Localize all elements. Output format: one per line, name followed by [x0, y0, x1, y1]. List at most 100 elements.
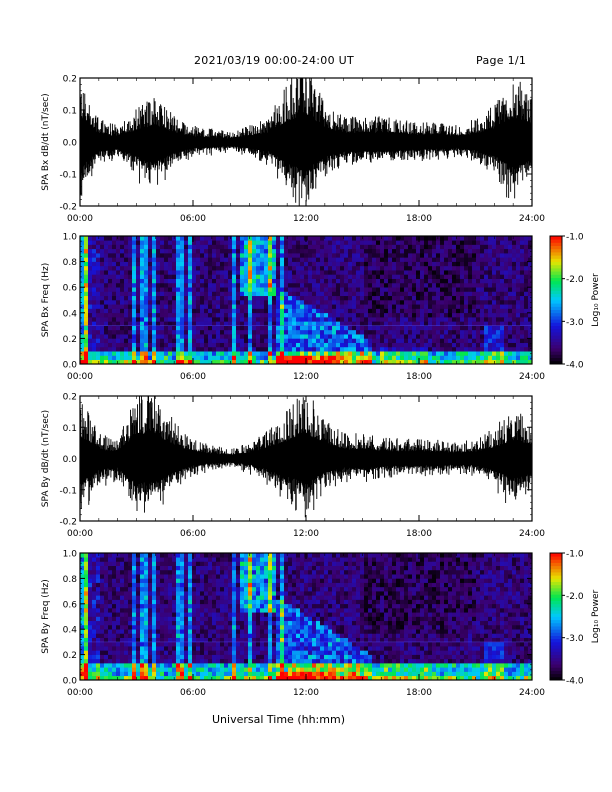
- heatmap-cell: [204, 620, 209, 626]
- heatmap-cell: [196, 561, 201, 566]
- heatmap-cell: [252, 342, 257, 348]
- heatmap-cell: [216, 355, 221, 361]
- heatmap-cell: [200, 654, 205, 660]
- heatmap-cell: [176, 637, 181, 643]
- heatmap-cell: [268, 244, 273, 250]
- heatmap-cell: [436, 240, 441, 245]
- heatmap-cell: [168, 624, 173, 630]
- heatmap-cell: [432, 355, 437, 361]
- heatmap-cell: [92, 599, 97, 605]
- heatmap-cell: [508, 312, 513, 318]
- heatmap-cell: [140, 253, 145, 258]
- heatmap-cell: [252, 355, 257, 361]
- heatmap-cell: [356, 359, 361, 365]
- heatmap-cell: [392, 240, 397, 245]
- heatmap-cell: [340, 325, 345, 331]
- heatmap-cell: [144, 300, 149, 305]
- heatmap-cell: [100, 633, 105, 638]
- heatmap-cell: [132, 308, 137, 314]
- heatmap-cell: [236, 244, 241, 250]
- heatmap-cell: [332, 253, 337, 258]
- heatmap-cell: [92, 620, 97, 626]
- heatmap-cell: [84, 270, 89, 275]
- heatmap-cell: [516, 282, 521, 288]
- heatmap-cell: [356, 240, 361, 245]
- heatmap-cell: [144, 565, 149, 571]
- heatmap-cell: [444, 359, 449, 365]
- heatmap-cell: [520, 236, 525, 241]
- heatmap-cell: [456, 312, 461, 318]
- heatmap-cell: [88, 334, 93, 339]
- heatmap-cell: [500, 334, 505, 339]
- heatmap-cell: [348, 329, 353, 335]
- heatmap-cell: [96, 658, 101, 664]
- heatmap-cell: [100, 240, 105, 245]
- heatmap-cell: [84, 342, 89, 348]
- heatmap-cell: [268, 308, 273, 314]
- heatmap-cell: [264, 300, 269, 305]
- heatmap-cell: [108, 291, 113, 297]
- heatmap-cell: [152, 244, 157, 250]
- heatmap-cell: [312, 248, 317, 254]
- heatmap-cell: [288, 359, 293, 365]
- heatmap-cell: [488, 295, 493, 301]
- heatmap-cell: [248, 278, 253, 284]
- heatmap-cell: [136, 663, 141, 668]
- heatmap-cell: [168, 274, 173, 279]
- heatmap-cell: [320, 317, 325, 322]
- heatmap-cell: [168, 629, 173, 634]
- heatmap-cell: [164, 663, 169, 668]
- heatmap-cell: [336, 270, 341, 275]
- heatmap-cell: [84, 561, 89, 566]
- heatmap-cell: [196, 304, 201, 309]
- heatmap-cell: [328, 253, 333, 258]
- heatmap-cell: [148, 274, 153, 279]
- heatmap-cell: [136, 312, 141, 318]
- heatmap-cell: [192, 667, 197, 672]
- heatmap-cell: [92, 248, 97, 254]
- heatmap-cell: [128, 561, 133, 566]
- heatmap-cell: [136, 650, 141, 655]
- heatmap-cell: [380, 342, 385, 348]
- heatmap-cell: [432, 287, 437, 292]
- heatmap-cell: [300, 342, 305, 348]
- heatmap-cell: [140, 565, 145, 571]
- heatmap-cell: [100, 565, 105, 571]
- heatmap-cell: [396, 287, 401, 292]
- heatmap-cell: [372, 270, 377, 275]
- heatmap-cell: [148, 658, 153, 664]
- heatmap-cell: [128, 248, 133, 254]
- heatmap-cell: [112, 321, 117, 326]
- heatmap-cell: [524, 329, 529, 335]
- colorbar-swatch: [550, 332, 562, 336]
- heatmap-cell: [192, 612, 197, 617]
- heatmap-cell: [372, 253, 377, 258]
- heatmap-cell: [372, 282, 377, 288]
- heatmap-cell: [180, 236, 185, 241]
- heatmap-cell: [220, 663, 225, 668]
- heatmap-cell: [232, 633, 237, 638]
- heatmap-cell: [300, 304, 305, 309]
- heatmap-cell: [108, 321, 113, 326]
- heatmap-cell: [132, 248, 137, 254]
- heatmap-cell: [196, 334, 201, 339]
- heatmap-cell: [128, 282, 133, 288]
- heatmap-cell: [492, 338, 497, 343]
- heatmap-cell: [508, 359, 513, 365]
- heatmap-cell: [244, 244, 249, 250]
- heatmap-cell: [124, 629, 129, 634]
- heatmap-cell: [164, 561, 169, 566]
- heatmap-cell: [328, 351, 333, 356]
- heatmap-cell: [524, 304, 529, 309]
- heatmap-cell: [448, 270, 453, 275]
- heatmap-cell: [296, 346, 301, 352]
- heatmap-cell: [360, 244, 365, 250]
- heatmap-cell: [192, 574, 197, 579]
- heatmap-cell: [80, 329, 85, 335]
- heatmap-cell: [172, 620, 177, 626]
- heatmap-cell: [140, 270, 145, 275]
- heatmap-cell: [456, 253, 461, 258]
- heatmap-cell: [500, 278, 505, 284]
- heatmap-cell: [436, 321, 441, 326]
- heatmap-cell: [520, 248, 525, 254]
